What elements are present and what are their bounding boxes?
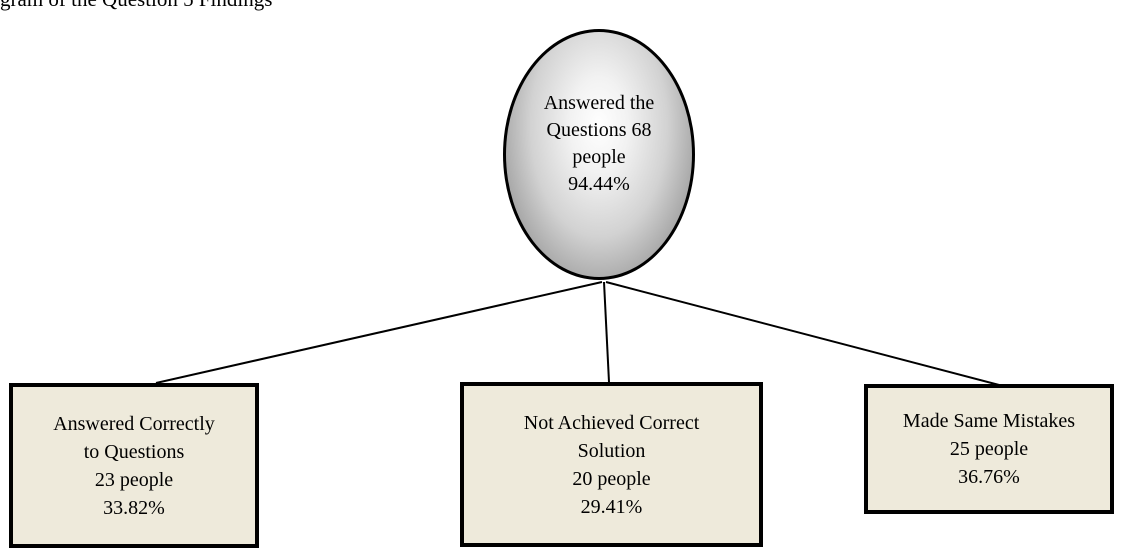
node-count: 25 people	[949, 438, 1029, 460]
node-percent: 33.82%	[103, 496, 165, 519]
node-label-line2: to Questions	[83, 440, 185, 463]
root-label-line3: people	[572, 145, 626, 168]
root-label-line2: Questions 68	[546, 118, 652, 141]
node-count: 20 people	[572, 467, 651, 490]
root-label-line1: Answered the	[543, 91, 655, 114]
diagram-caption: gram of the Question 5 Findings	[0, 0, 272, 11]
node-label-line1: Not Achieved Correct	[523, 411, 700, 434]
node-count: 23 people	[94, 468, 174, 491]
node-label-line1: Answered Correctly	[53, 412, 215, 435]
node-answered-correctly: Answered Correctly to Questions 23 peopl…	[9, 383, 259, 548]
connector-line-right	[605, 281, 1004, 387]
root-percent: 94.44%	[568, 172, 630, 195]
node-percent: 36.76%	[958, 466, 1020, 488]
connector-line-left	[155, 281, 603, 384]
node-made-same-mistakes: Made Same Mistakes 25 people 36.76%	[864, 384, 1114, 514]
node-percent: 29.41%	[580, 495, 643, 518]
node-label-line1: Made Same Mistakes	[902, 410, 1076, 432]
node-label-line2: Solution	[577, 439, 646, 462]
root-node-text: Answered the Questions 68 people 94.44%	[544, 90, 655, 198]
root-node-answered: Answered the Questions 68 people 94.44%	[503, 29, 695, 280]
node-not-achieved-correct: Not Achieved Correct Solution 20 people …	[460, 382, 763, 547]
connector-line-middle	[603, 281, 610, 383]
